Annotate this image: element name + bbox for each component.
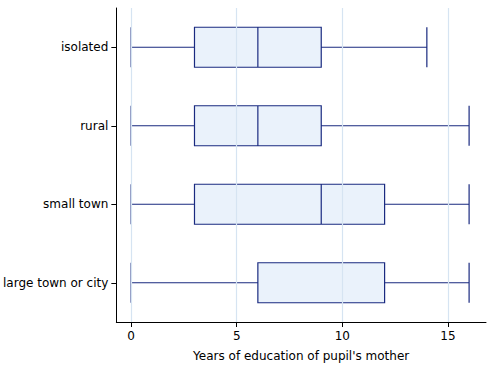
svg-text:Years of education of pupil's: Years of education of pupil's mother [192, 349, 409, 363]
svg-text:isolated: isolated [61, 40, 108, 54]
svg-text:rural: rural [80, 119, 108, 133]
svg-text:15: 15 [440, 329, 455, 343]
svg-text:5: 5 [233, 329, 241, 343]
svg-text:large town or city: large town or city [3, 276, 108, 290]
svg-text:small town: small town [43, 197, 108, 211]
svg-text:10: 10 [335, 329, 350, 343]
svg-text:0: 0 [127, 329, 135, 343]
